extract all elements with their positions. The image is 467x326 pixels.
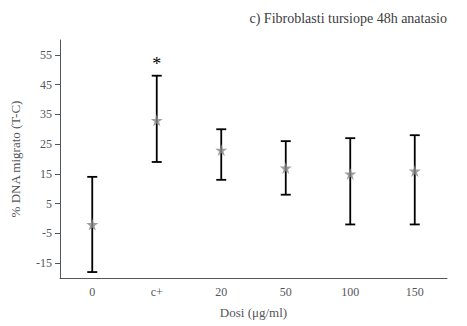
svg-text:5: 5	[46, 197, 52, 211]
svg-text:-5: -5	[42, 226, 52, 240]
svg-text:20: 20	[215, 285, 227, 299]
svg-text:50: 50	[280, 285, 292, 299]
svg-text:15: 15	[40, 167, 52, 181]
svg-text:-15: -15	[36, 256, 52, 270]
svg-text:% DNA migrato (T-C): % DNA migrato (T-C)	[8, 101, 23, 218]
svg-text:Dosi (μg/ml): Dosi (μg/ml)	[220, 305, 287, 320]
svg-text:c+: c+	[151, 285, 163, 299]
svg-text:35: 35	[40, 107, 52, 121]
svg-text:25: 25	[40, 137, 52, 151]
svg-text:0: 0	[89, 285, 95, 299]
svg-text:c) Fibroblasti tursiope 48h an: c) Fibroblasti tursiope 48h anatasio	[249, 11, 447, 27]
svg-text:100: 100	[341, 285, 359, 299]
svg-text:45: 45	[40, 78, 52, 92]
svg-text:150: 150	[406, 285, 424, 299]
svg-text:55: 55	[40, 48, 52, 62]
svg-text:*: *	[152, 54, 161, 74]
